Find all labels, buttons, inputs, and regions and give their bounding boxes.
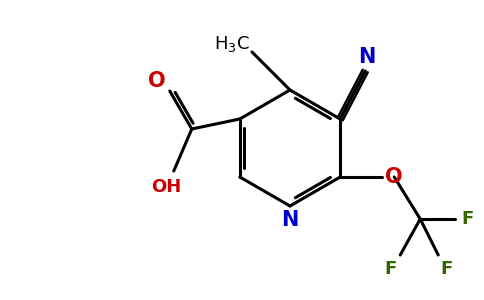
- Text: F: F: [461, 210, 473, 228]
- Text: N: N: [281, 210, 299, 230]
- Text: O: O: [148, 71, 166, 91]
- Text: F: F: [384, 260, 396, 278]
- Text: O: O: [385, 167, 403, 187]
- Text: H$_3$C: H$_3$C: [214, 34, 250, 54]
- Text: F: F: [440, 260, 453, 278]
- Text: N: N: [359, 47, 376, 67]
- Text: OH: OH: [151, 178, 181, 196]
